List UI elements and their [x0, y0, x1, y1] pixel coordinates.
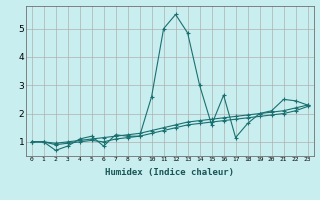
X-axis label: Humidex (Indice chaleur): Humidex (Indice chaleur): [105, 168, 234, 177]
